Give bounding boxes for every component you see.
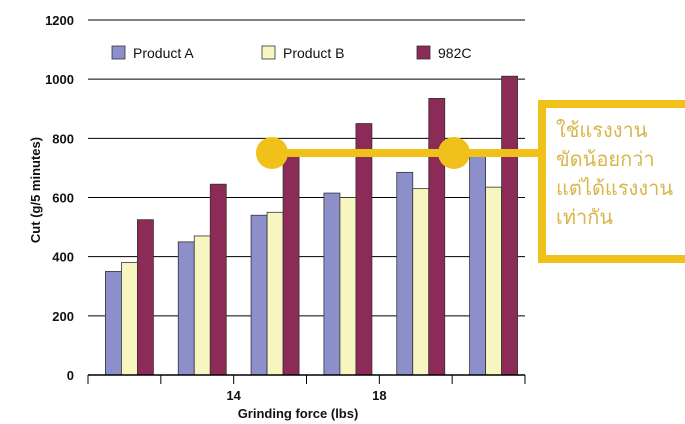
bar-product-b-4 [412, 188, 430, 376]
legend: Product A Product B 982C [111, 45, 471, 61]
bar-product-a-0 [105, 271, 122, 376]
y-tick-labels: 0 200 400 600 800 1000 1200 [45, 13, 74, 383]
bar-product-b-0 [121, 262, 138, 376]
legend-label-2: 982C [438, 45, 471, 61]
bar-product-b-3 [339, 197, 357, 376]
highlight-connector [256, 137, 540, 169]
x-axis-label: Grinding force (lbs) [238, 406, 359, 421]
axes [87, 374, 526, 384]
bar-product-b-1 [193, 235, 211, 376]
highlight-circle-left [256, 137, 288, 169]
y-tick-label: 200 [52, 309, 74, 324]
bar-product-a-1 [177, 241, 195, 376]
bar-product-a-4 [396, 171, 414, 376]
y-tick-label: 1000 [45, 72, 74, 87]
x-tick-label: 18 [372, 388, 386, 403]
bar-product-a-3 [323, 192, 341, 376]
legend-swatch-2 [416, 45, 431, 60]
legend-label-1: Product B [283, 45, 344, 61]
y-axis-label: Cut (g/5 minutes) [28, 137, 43, 243]
y-tick-label: 400 [52, 250, 74, 265]
bar-982c-5 [501, 75, 518, 376]
callout-box: ใช้แรงงาน ขัดน้อยกว่า แต่ได้แรงงาน เท่าก… [538, 100, 685, 263]
bar-product-b-5 [485, 186, 502, 376]
legend-swatch-1 [261, 45, 276, 60]
y-tick-label: 1200 [45, 13, 74, 28]
y-tick-label: 0 [67, 368, 74, 383]
callout-text: ใช้แรงงาน ขัดน้อยกว่า แต่ได้แรงงาน เท่าก… [556, 118, 673, 229]
highlight-circle-right [438, 137, 470, 169]
bars [105, 75, 518, 376]
bar-product-b-2 [266, 211, 284, 376]
legend-label-0: Product A [133, 45, 194, 61]
y-tick-label: 800 [52, 131, 74, 146]
gridlines [88, 19, 525, 317]
bar-982c-3 [355, 123, 373, 376]
legend-swatch-0 [111, 45, 126, 60]
bar-product-a-2 [250, 214, 268, 376]
x-tick-label: 14 [226, 388, 241, 403]
bar-982c-0 [137, 219, 154, 376]
bar-982c-2 [282, 152, 300, 376]
bar-982c-1 [209, 183, 227, 376]
y-tick-label: 600 [52, 191, 74, 206]
x-tick-labels: 14 18 [226, 388, 386, 403]
bar-982c-4 [428, 97, 446, 376]
bar-product-a-5 [469, 152, 486, 376]
